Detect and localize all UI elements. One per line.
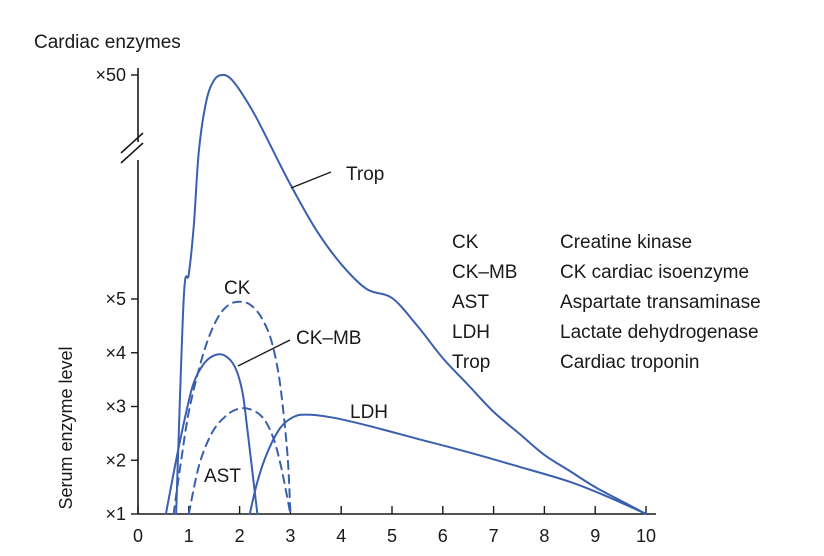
y-tick-label: ×4 (105, 343, 126, 363)
legend-description: Cardiac troponin (560, 352, 699, 373)
y-tick-label: ×50 (95, 65, 126, 85)
x-tick-label: 10 (636, 526, 656, 546)
y-tick-label: ×5 (105, 289, 126, 309)
y-tick-label: ×1 (105, 504, 126, 524)
y-axis-break-mark-2 (120, 132, 144, 154)
chart-title: Cardiac enzymes (34, 32, 181, 53)
legend-description: Aspartate transaminase (560, 292, 761, 313)
annotation-ast: AST (204, 466, 241, 487)
legend-description: Lactate dehydrogenase (560, 322, 759, 343)
legend-abbr: LDH (452, 322, 490, 343)
axes (120, 68, 656, 515)
legend-abbr: CK (452, 232, 479, 253)
annotation-ck: CK (224, 278, 251, 299)
series-ldh-line (248, 413, 647, 515)
y-tick-label: ×2 (105, 450, 126, 470)
y-axis-label: Serum enzyme level (56, 346, 76, 509)
x-tick-label: 3 (285, 526, 295, 546)
x-tick-label: 6 (438, 526, 448, 546)
legend-description: Creatine kinase (560, 232, 692, 253)
y-axis-break-mark-1 (120, 142, 144, 164)
legend-abbr: Trop (452, 352, 490, 373)
x-tick-label: 2 (235, 526, 245, 546)
trop-leader-line (290, 171, 332, 189)
annotation-ckmb: CK–MB (296, 328, 361, 349)
legend-description: CK cardiac isoenzyme (560, 262, 749, 283)
x-tick-label: 1 (184, 526, 194, 546)
curve-annotations: Trop CK CK–MB AST LDH (204, 164, 388, 487)
x-ticks: 0 1 2 3 4 5 6 7 8 9 10 (133, 506, 656, 546)
x-tick-label: 9 (590, 526, 600, 546)
series-trop-line (175, 73, 647, 515)
annotation-trop: Trop (346, 164, 384, 185)
curves (164, 73, 647, 515)
legend-abbr: AST (452, 292, 489, 313)
ckmb-leader-line (237, 339, 291, 367)
x-tick-label: 8 (539, 526, 549, 546)
legend: CK Creatine kinase CK–MB CK cardiac isoenzy… (452, 232, 761, 373)
x-tick-label: 4 (336, 526, 346, 546)
y-ticks: ×1 ×2 ×3 ×4 ×5 ×50 (95, 65, 138, 524)
series-ast-line (187, 407, 292, 515)
legend-abbr: CK–MB (452, 262, 517, 283)
x-tick-label: 0 (133, 526, 143, 546)
y-tick-label: ×3 (105, 397, 126, 417)
x-tick-label: 5 (387, 526, 397, 546)
series-ck-mb-line (164, 353, 259, 515)
series-ck-line (172, 300, 292, 515)
x-tick-label: 7 (489, 526, 499, 546)
annotation-ldh: LDH (350, 402, 388, 423)
